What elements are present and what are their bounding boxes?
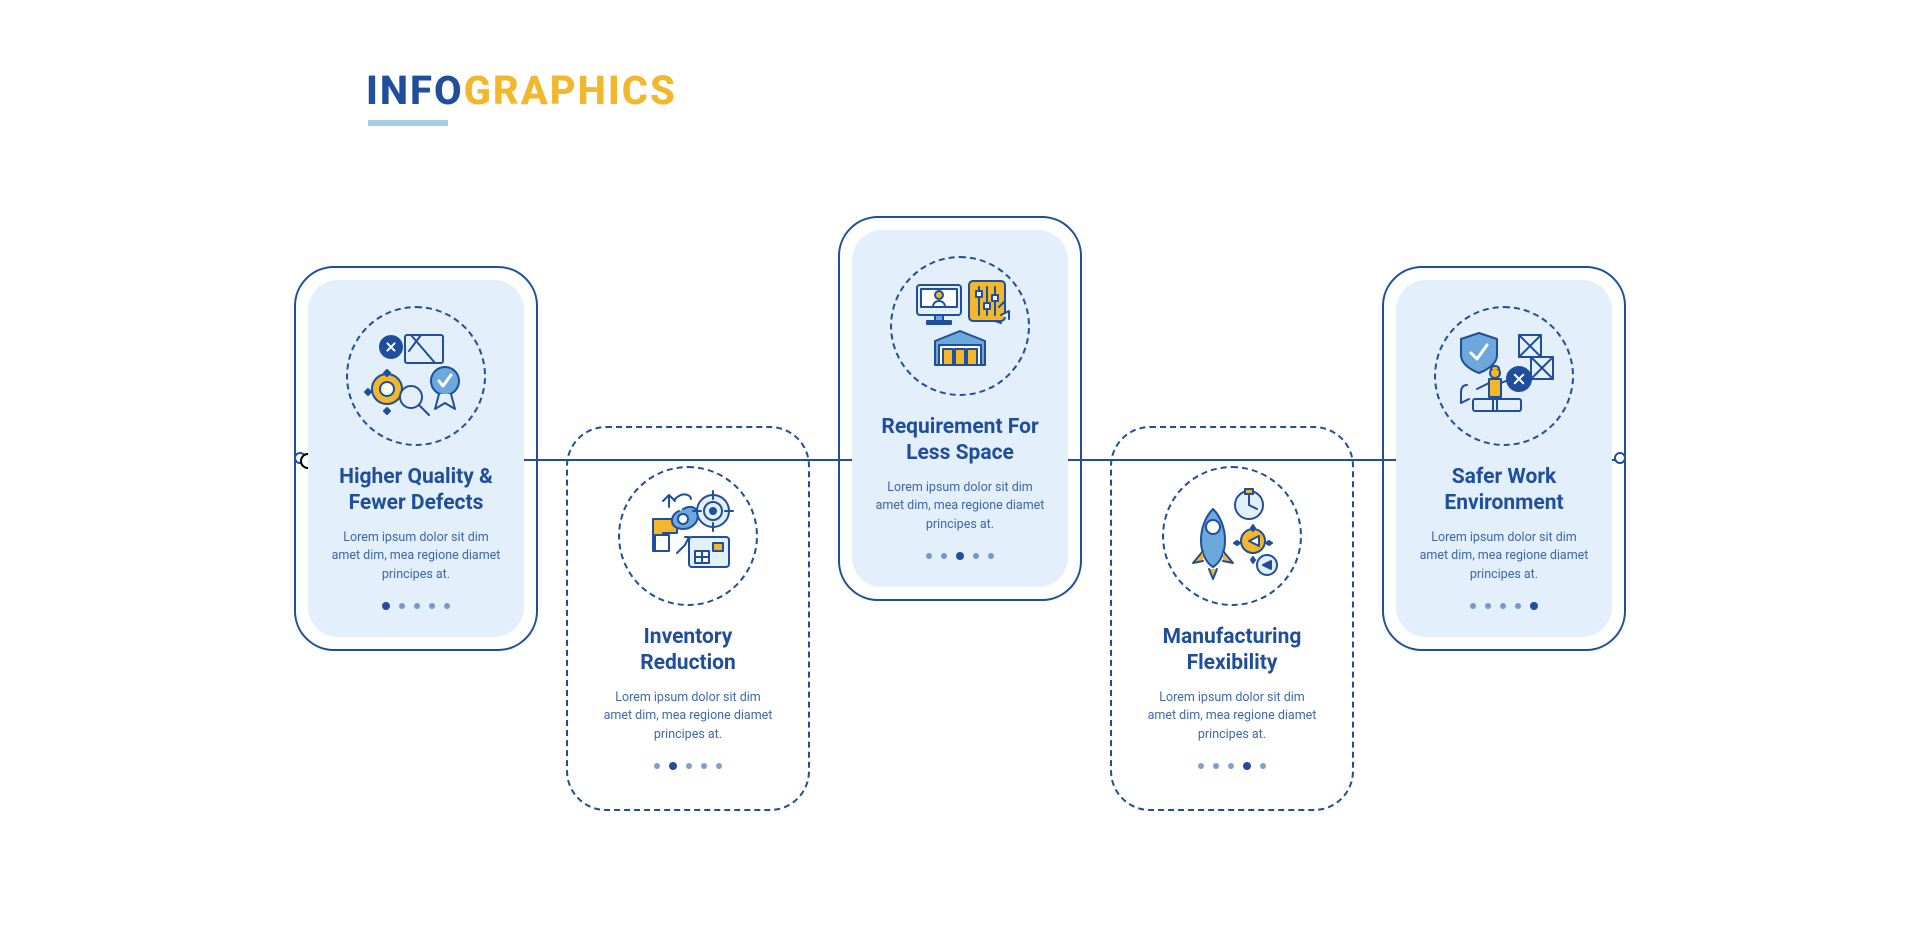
card-inner: Requirement For Less Space Lorem ipsum d… xyxy=(852,230,1068,587)
dot xyxy=(941,553,947,559)
dot xyxy=(1228,763,1234,769)
card-outline: Higher Quality & Fewer Defects Lorem ips… xyxy=(294,266,538,651)
dot xyxy=(686,763,692,769)
dot xyxy=(956,552,964,560)
quality-check-icon xyxy=(346,306,486,446)
card-outline: Inventory Reduction Lorem ipsum dolor si… xyxy=(566,426,810,811)
card-title: Manufacturing Flexibility xyxy=(1144,624,1320,677)
card-dots xyxy=(872,553,1048,561)
card-body: Lorem ipsum dolor sit dim amet dim, mea … xyxy=(600,689,776,745)
dot xyxy=(414,603,420,609)
dot xyxy=(669,762,677,770)
warehouse-control-icon xyxy=(890,256,1030,396)
shield-worker-icon xyxy=(1434,306,1574,446)
dot xyxy=(988,553,994,559)
card-body: Lorem ipsum dolor sit dim amet dim, mea … xyxy=(328,529,504,585)
card-inventory: Inventory Reduction Lorem ipsum dolor si… xyxy=(566,426,810,811)
page-title: INFOGRAPHICS xyxy=(366,67,677,126)
card-title: Higher Quality & Fewer Defects xyxy=(328,464,504,517)
card-dots xyxy=(1144,763,1320,771)
dot xyxy=(926,553,932,559)
card-body: Lorem ipsum dolor sit dim amet dim, mea … xyxy=(1144,689,1320,745)
dot xyxy=(1198,763,1204,769)
dot xyxy=(973,553,979,559)
dot xyxy=(1515,603,1521,609)
card-title: Requirement For Less Space xyxy=(872,414,1048,467)
card-flexibility: Manufacturing Flexibility Lorem ipsum do… xyxy=(1110,426,1354,811)
card-inner: Safer Work Environment Lorem ipsum dolor… xyxy=(1396,280,1612,637)
dot xyxy=(716,763,722,769)
card-body: Lorem ipsum dolor sit dim amet dim, mea … xyxy=(1416,529,1592,585)
card-dots xyxy=(600,763,776,771)
dot xyxy=(429,603,435,609)
dot xyxy=(654,763,660,769)
dot xyxy=(1500,603,1506,609)
card-dots xyxy=(328,603,504,611)
dot xyxy=(701,763,707,769)
card-inner: Inventory Reduction Lorem ipsum dolor si… xyxy=(580,440,796,797)
dot xyxy=(1485,603,1491,609)
rocket-gears-icon xyxy=(1162,466,1302,606)
dot xyxy=(1243,762,1251,770)
inventory-target-icon xyxy=(618,466,758,606)
card-title: Inventory Reduction xyxy=(600,624,776,677)
card-dots xyxy=(1416,603,1592,611)
card-body: Lorem ipsum dolor sit dim amet dim, mea … xyxy=(872,479,1048,535)
dot xyxy=(1530,602,1538,610)
dot xyxy=(444,603,450,609)
card-inner: Higher Quality & Fewer Defects Lorem ips… xyxy=(308,280,524,637)
dot xyxy=(1260,763,1266,769)
dot xyxy=(1213,763,1219,769)
card-space: Requirement For Less Space Lorem ipsum d… xyxy=(838,216,1082,601)
dot xyxy=(382,602,390,610)
card-title: Safer Work Environment xyxy=(1416,464,1592,517)
card-safety: Safer Work Environment Lorem ipsum dolor… xyxy=(1382,266,1626,651)
dot xyxy=(1470,603,1476,609)
title-underline xyxy=(368,120,448,126)
title-part-1: INFO xyxy=(366,67,464,114)
card-quality: Higher Quality & Fewer Defects Lorem ips… xyxy=(294,266,538,651)
title-part-2: GRAPHICS xyxy=(464,67,677,114)
card-outline: Manufacturing Flexibility Lorem ipsum do… xyxy=(1110,426,1354,811)
card-outline: Requirement For Less Space Lorem ipsum d… xyxy=(838,216,1082,601)
infographic-canvas: INFOGRAPHICS xyxy=(260,59,1660,879)
cards-row: Higher Quality & Fewer Defects Lorem ips… xyxy=(260,139,1660,879)
dot xyxy=(399,603,405,609)
card-outline: Safer Work Environment Lorem ipsum dolor… xyxy=(1382,266,1626,651)
card-inner: Manufacturing Flexibility Lorem ipsum do… xyxy=(1124,440,1340,797)
